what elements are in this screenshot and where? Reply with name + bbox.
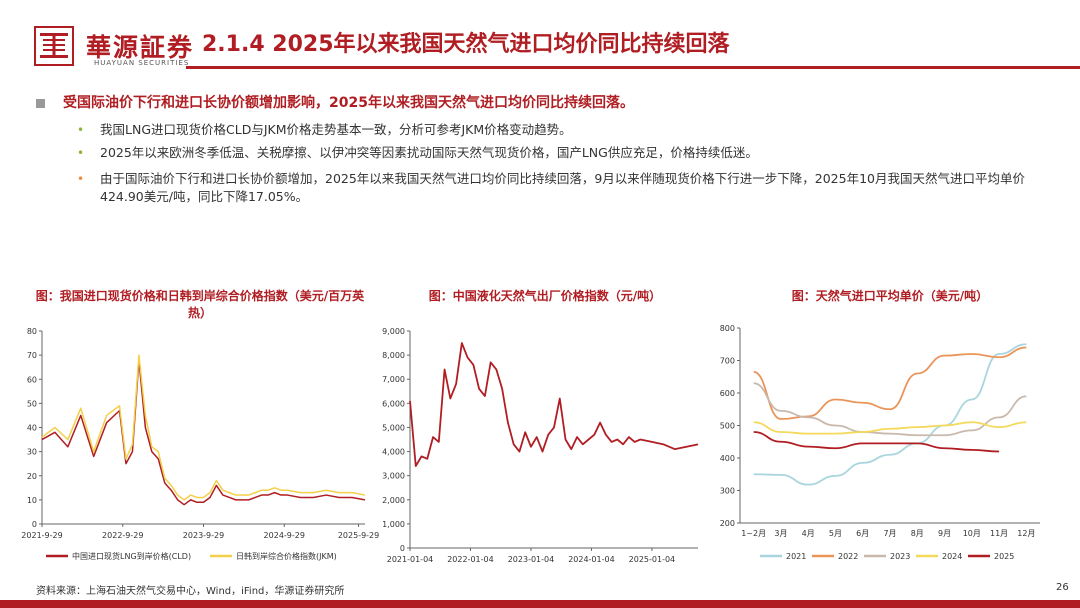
x-tick-label: 11月 (990, 529, 1008, 538)
y-tick-label: 8,000 (382, 351, 405, 360)
series-line-2024 (753, 421, 1027, 435)
main-bullet-text: 受国际油价下行和进口长协价额增加影响，2025年以来我国天然气进口均价同比持续回… (63, 95, 634, 111)
dot-icon: • (77, 172, 85, 186)
sub-bullet-text: 由于国际油价下行和进口长协价额增加，2025年以来我国天然气进口均价同比持续回落… (100, 171, 1025, 204)
chart2-title: 图：中国液化天然气出厂价格指数（元/吨） (428, 289, 662, 303)
y-tick-label: 500 (720, 422, 735, 431)
y-tick-label: 5,000 (382, 423, 405, 432)
x-tick-label: 2021-01-04 (387, 555, 434, 564)
y-tick-label: 3,000 (382, 472, 405, 481)
x-tick-label: 2023-01-04 (508, 555, 555, 564)
logo-subtext: HUAYUAN SECURITIES (94, 59, 190, 67)
series-line-中国液化天然气出厂价格指数 (409, 342, 699, 467)
company-logo-icon (34, 26, 74, 66)
main-bullet: 受国际油价下行和进口长协价额增加影响，2025年以来我国天然气进口均价同比持续回… (36, 92, 634, 112)
page-title: 2.1.4 2025年以来我国天然气进口均价同比持续回落 (202, 32, 730, 57)
x-tick-label: 2024-9-29 (264, 531, 305, 540)
y-tick-label: 200 (720, 519, 735, 528)
legend-label: 2021 (786, 552, 806, 561)
y-tick-label: 30 (27, 448, 37, 457)
x-tick-label: 2022-01-04 (447, 555, 494, 564)
y-tick-label: 50 (27, 399, 37, 408)
y-tick-label: 0 (400, 544, 405, 553)
x-tick-label: 6月 (856, 529, 869, 538)
chart3-title: 图：天然气进口平均单价（美元/吨） (791, 289, 989, 303)
x-tick-label: 2023-9-29 (183, 531, 224, 540)
x-tick-label: 4月 (802, 529, 815, 538)
y-tick-label: 40 (27, 424, 37, 433)
x-tick-label: 10月 (963, 529, 981, 538)
legend-label: 日韩到岸综合价格指数(JKM) (236, 551, 337, 561)
logo-text: 華源証券 (86, 33, 195, 62)
y-tick-label: 1,000 (382, 520, 405, 529)
series-line-2021 (753, 343, 1027, 486)
y-tick-label: 70 (27, 351, 37, 360)
legend-label: 2024 (942, 552, 962, 561)
legend-label: 中国进口现货LNG到岸价格(CLD) (72, 551, 191, 561)
y-tick-label: 800 (720, 324, 735, 333)
x-tick-label: 2024-01-04 (568, 555, 615, 564)
y-tick-label: 10 (27, 496, 37, 505)
legend-label: 2025 (994, 552, 1014, 561)
x-tick-label: 2022-9-29 (102, 531, 143, 540)
y-tick-label: 400 (720, 454, 735, 463)
chart1-title: 图：我国进口现货价格和日韩到岸综合价格指数（美元/百万英热） (35, 289, 365, 320)
x-tick-label: 3月 (774, 529, 787, 538)
title-divider (186, 66, 1080, 69)
x-tick-label: 2025-9-29 (338, 531, 379, 540)
y-tick-label: 7,000 (382, 375, 405, 384)
dot-icon: • (77, 146, 85, 160)
y-tick-label: 60 (27, 375, 37, 384)
x-tick-label: 2021-9-29 (21, 531, 62, 540)
footer-bar (0, 600, 1080, 608)
dot-icon: • (77, 123, 85, 137)
square-bullet-icon (36, 98, 45, 108)
y-tick-label: 2,000 (382, 496, 405, 505)
x-tick-label: 8月 (911, 529, 924, 538)
legend-label: 2022 (838, 552, 858, 561)
source-note: 资料来源：上海石油天然气交易中心，Wind，iFind，华源证券研究所 (36, 586, 345, 597)
series-line-2025 (753, 431, 1000, 453)
x-tick-label: 2025-01-04 (629, 555, 676, 564)
series-line-日韩到岸综合价格指数(JKM) (41, 354, 366, 501)
x-tick-label: 1~2月 (741, 529, 766, 538)
y-tick-label: 80 (27, 327, 37, 336)
series-line-2022 (753, 346, 1027, 420)
sub-bullet-text: 我国LNG进口现货价格CLD与JKM价格走势基本一致，分析可参考JKM价格变动趋… (100, 122, 572, 137)
x-tick-label: 7月 (883, 529, 896, 538)
y-tick-label: 300 (720, 487, 735, 496)
legend-label: 2023 (890, 552, 910, 561)
y-tick-label: 600 (720, 389, 735, 398)
y-tick-label: 700 (720, 357, 735, 366)
series-line-2023 (753, 382, 1027, 437)
page-number: 26 (1056, 582, 1069, 593)
y-tick-label: 20 (27, 472, 37, 481)
x-tick-label: 9月 (938, 529, 951, 538)
y-tick-label: 9,000 (382, 327, 405, 336)
y-tick-label: 6,000 (382, 399, 405, 408)
x-tick-label: 5月 (829, 529, 842, 538)
sub-bullet-text: 2025年以来欧洲冬季低温、关税摩擦、以伊冲突等因素扰动国际天然气现货价格，国产… (100, 145, 758, 160)
y-tick-label: 0 (32, 520, 37, 529)
x-tick-label: 12月 (1017, 529, 1035, 538)
y-tick-label: 4,000 (382, 448, 405, 457)
